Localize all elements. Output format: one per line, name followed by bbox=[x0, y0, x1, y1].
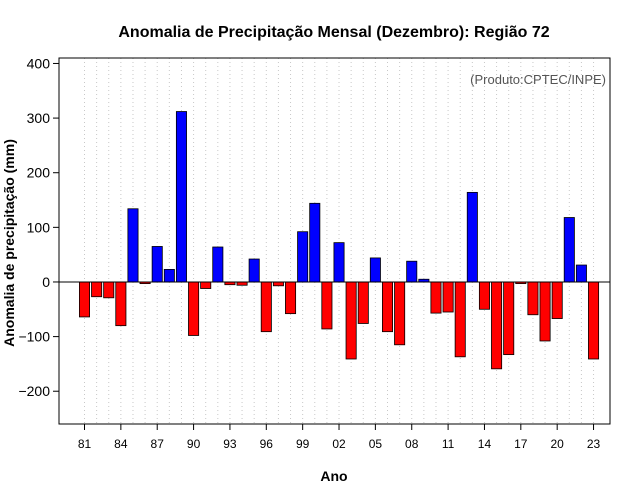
x-axis: 81 84 87 90 93 96 99 02 05 08 11 14 17 20 23 bbox=[78, 424, 601, 451]
y-tick-label: 300 bbox=[27, 110, 51, 126]
bar bbox=[478, 281, 490, 310]
product-annotation: (Produto:CPTEC/INPE) bbox=[470, 72, 606, 87]
bar bbox=[91, 281, 103, 298]
y-tick-label: 100 bbox=[27, 219, 51, 235]
bar bbox=[272, 281, 284, 287]
bar bbox=[345, 281, 357, 360]
x-tick-label: 08 bbox=[405, 437, 419, 451]
x-tick-label: 90 bbox=[187, 437, 201, 451]
grid-lines bbox=[84, 58, 595, 424]
bar bbox=[369, 257, 381, 283]
bar bbox=[285, 281, 297, 315]
x-tick-label: 99 bbox=[296, 437, 310, 451]
y-tick-label: −200 bbox=[18, 383, 50, 399]
bar bbox=[248, 258, 260, 283]
x-tick-label: 05 bbox=[369, 437, 383, 451]
bar bbox=[212, 246, 224, 283]
bar bbox=[151, 246, 163, 283]
bar bbox=[297, 231, 309, 283]
y-tick-label: 400 bbox=[27, 55, 51, 71]
bar bbox=[491, 281, 503, 370]
x-tick-label: 23 bbox=[587, 437, 601, 451]
bar bbox=[466, 191, 478, 283]
plot-frame bbox=[58, 57, 611, 425]
y-axis-label: Anomalia de precipitação (mm) bbox=[1, 139, 17, 347]
bar bbox=[321, 281, 333, 330]
bar bbox=[333, 242, 345, 283]
bar bbox=[527, 281, 539, 316]
x-tick-label: 02 bbox=[332, 437, 346, 451]
bar bbox=[381, 281, 393, 333]
x-tick-label: 93 bbox=[223, 437, 237, 451]
bar bbox=[406, 260, 418, 283]
x-tick-label: 14 bbox=[478, 437, 492, 451]
bar bbox=[103, 281, 115, 299]
x-tick-label: 11 bbox=[442, 437, 455, 451]
bar bbox=[309, 202, 321, 283]
bar bbox=[188, 281, 200, 336]
bar bbox=[539, 281, 551, 342]
x-tick-label: 96 bbox=[260, 437, 274, 451]
bar bbox=[163, 269, 175, 283]
bar bbox=[442, 281, 454, 313]
x-tick-label: 20 bbox=[551, 437, 565, 451]
x-axis-label: Ano bbox=[320, 468, 347, 484]
x-tick-label: 87 bbox=[151, 437, 165, 451]
x-tick-label: 84 bbox=[114, 437, 128, 451]
bar bbox=[175, 111, 187, 283]
bar bbox=[79, 281, 91, 318]
y-tick-label: 0 bbox=[42, 274, 50, 290]
y-axis: −200 −100 0 100 200 300 400 bbox=[18, 55, 59, 399]
x-tick-label: 17 bbox=[514, 437, 528, 451]
bar bbox=[200, 281, 212, 289]
bar bbox=[127, 208, 139, 283]
bar bbox=[430, 281, 442, 314]
bar bbox=[260, 281, 272, 333]
bar bbox=[454, 281, 466, 358]
bar bbox=[575, 264, 587, 283]
bar bbox=[503, 281, 515, 356]
bar bbox=[357, 281, 369, 324]
x-tick-label: 81 bbox=[78, 437, 92, 451]
bar bbox=[563, 217, 575, 283]
bar bbox=[115, 281, 127, 327]
bar bbox=[394, 281, 406, 346]
bar bbox=[551, 281, 563, 319]
y-tick-label: −100 bbox=[18, 329, 50, 345]
bars bbox=[79, 111, 600, 370]
bar bbox=[588, 281, 600, 360]
y-tick-label: 200 bbox=[27, 165, 51, 181]
chart-title: Anomalia de Precipitação Mensal (Dezembr… bbox=[118, 24, 549, 41]
